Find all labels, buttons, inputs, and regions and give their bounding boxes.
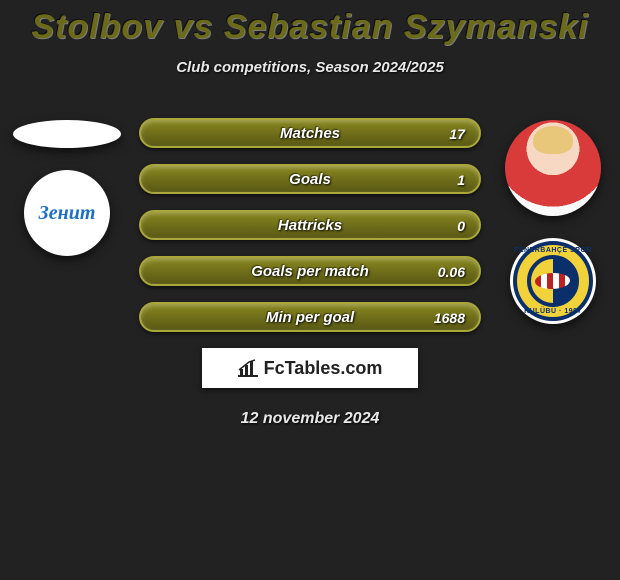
stat-bar: Goals per match 0.06 — [139, 256, 481, 286]
stat-bar: Min per goal 1688 — [139, 302, 481, 332]
stat-right-value: 17 — [449, 120, 465, 148]
stat-label: Min per goal — [141, 304, 479, 332]
left-club-badge: Зенит — [24, 170, 110, 256]
stat-label: Goals — [141, 166, 479, 194]
stat-right-value: 0.06 — [438, 258, 465, 286]
zenit-logo-text: Зенит — [39, 202, 96, 225]
left-player-column: Зенит — [8, 110, 126, 256]
right-player-avatar — [505, 120, 601, 216]
stat-bar-list: Matches 17 Goals 1 Hattricks 0 Goals per… — [139, 110, 481, 428]
comparison-panel: Зенит FENERBAHÇE SPOR KULÜBÜ · 1907 Matc… — [0, 110, 620, 428]
bar-chart-icon — [238, 359, 258, 377]
stat-label: Hattricks — [141, 212, 479, 240]
page-title: Stolbov vs Sebastian Szymanski — [0, 0, 620, 47]
stat-bar: Goals 1 — [139, 164, 481, 194]
stat-label: Goals per match — [141, 258, 479, 286]
right-club-badge: FENERBAHÇE SPOR KULÜBÜ · 1907 — [510, 238, 596, 324]
snapshot-date: 12 november 2024 — [139, 410, 481, 428]
stat-right-value: 1688 — [434, 304, 465, 332]
fener-ring-text-top: FENERBAHÇE SPOR — [513, 247, 593, 254]
fener-ring-text-bottom: KULÜBÜ · 1907 — [513, 308, 593, 315]
right-player-column: FENERBAHÇE SPOR KULÜBÜ · 1907 — [494, 110, 612, 324]
stat-bar: Hattricks 0 — [139, 210, 481, 240]
stat-bar: Matches 17 — [139, 118, 481, 148]
stat-right-value: 1 — [457, 166, 465, 194]
stat-right-value: 0 — [457, 212, 465, 240]
stat-label: Matches — [141, 120, 479, 148]
left-player-avatar — [13, 120, 121, 148]
fener-inner-emblem — [531, 259, 575, 303]
brand-text: FcTables.com — [264, 358, 383, 379]
brand-attribution: FcTables.com — [202, 348, 418, 388]
subtitle: Club competitions, Season 2024/2025 — [0, 59, 620, 76]
